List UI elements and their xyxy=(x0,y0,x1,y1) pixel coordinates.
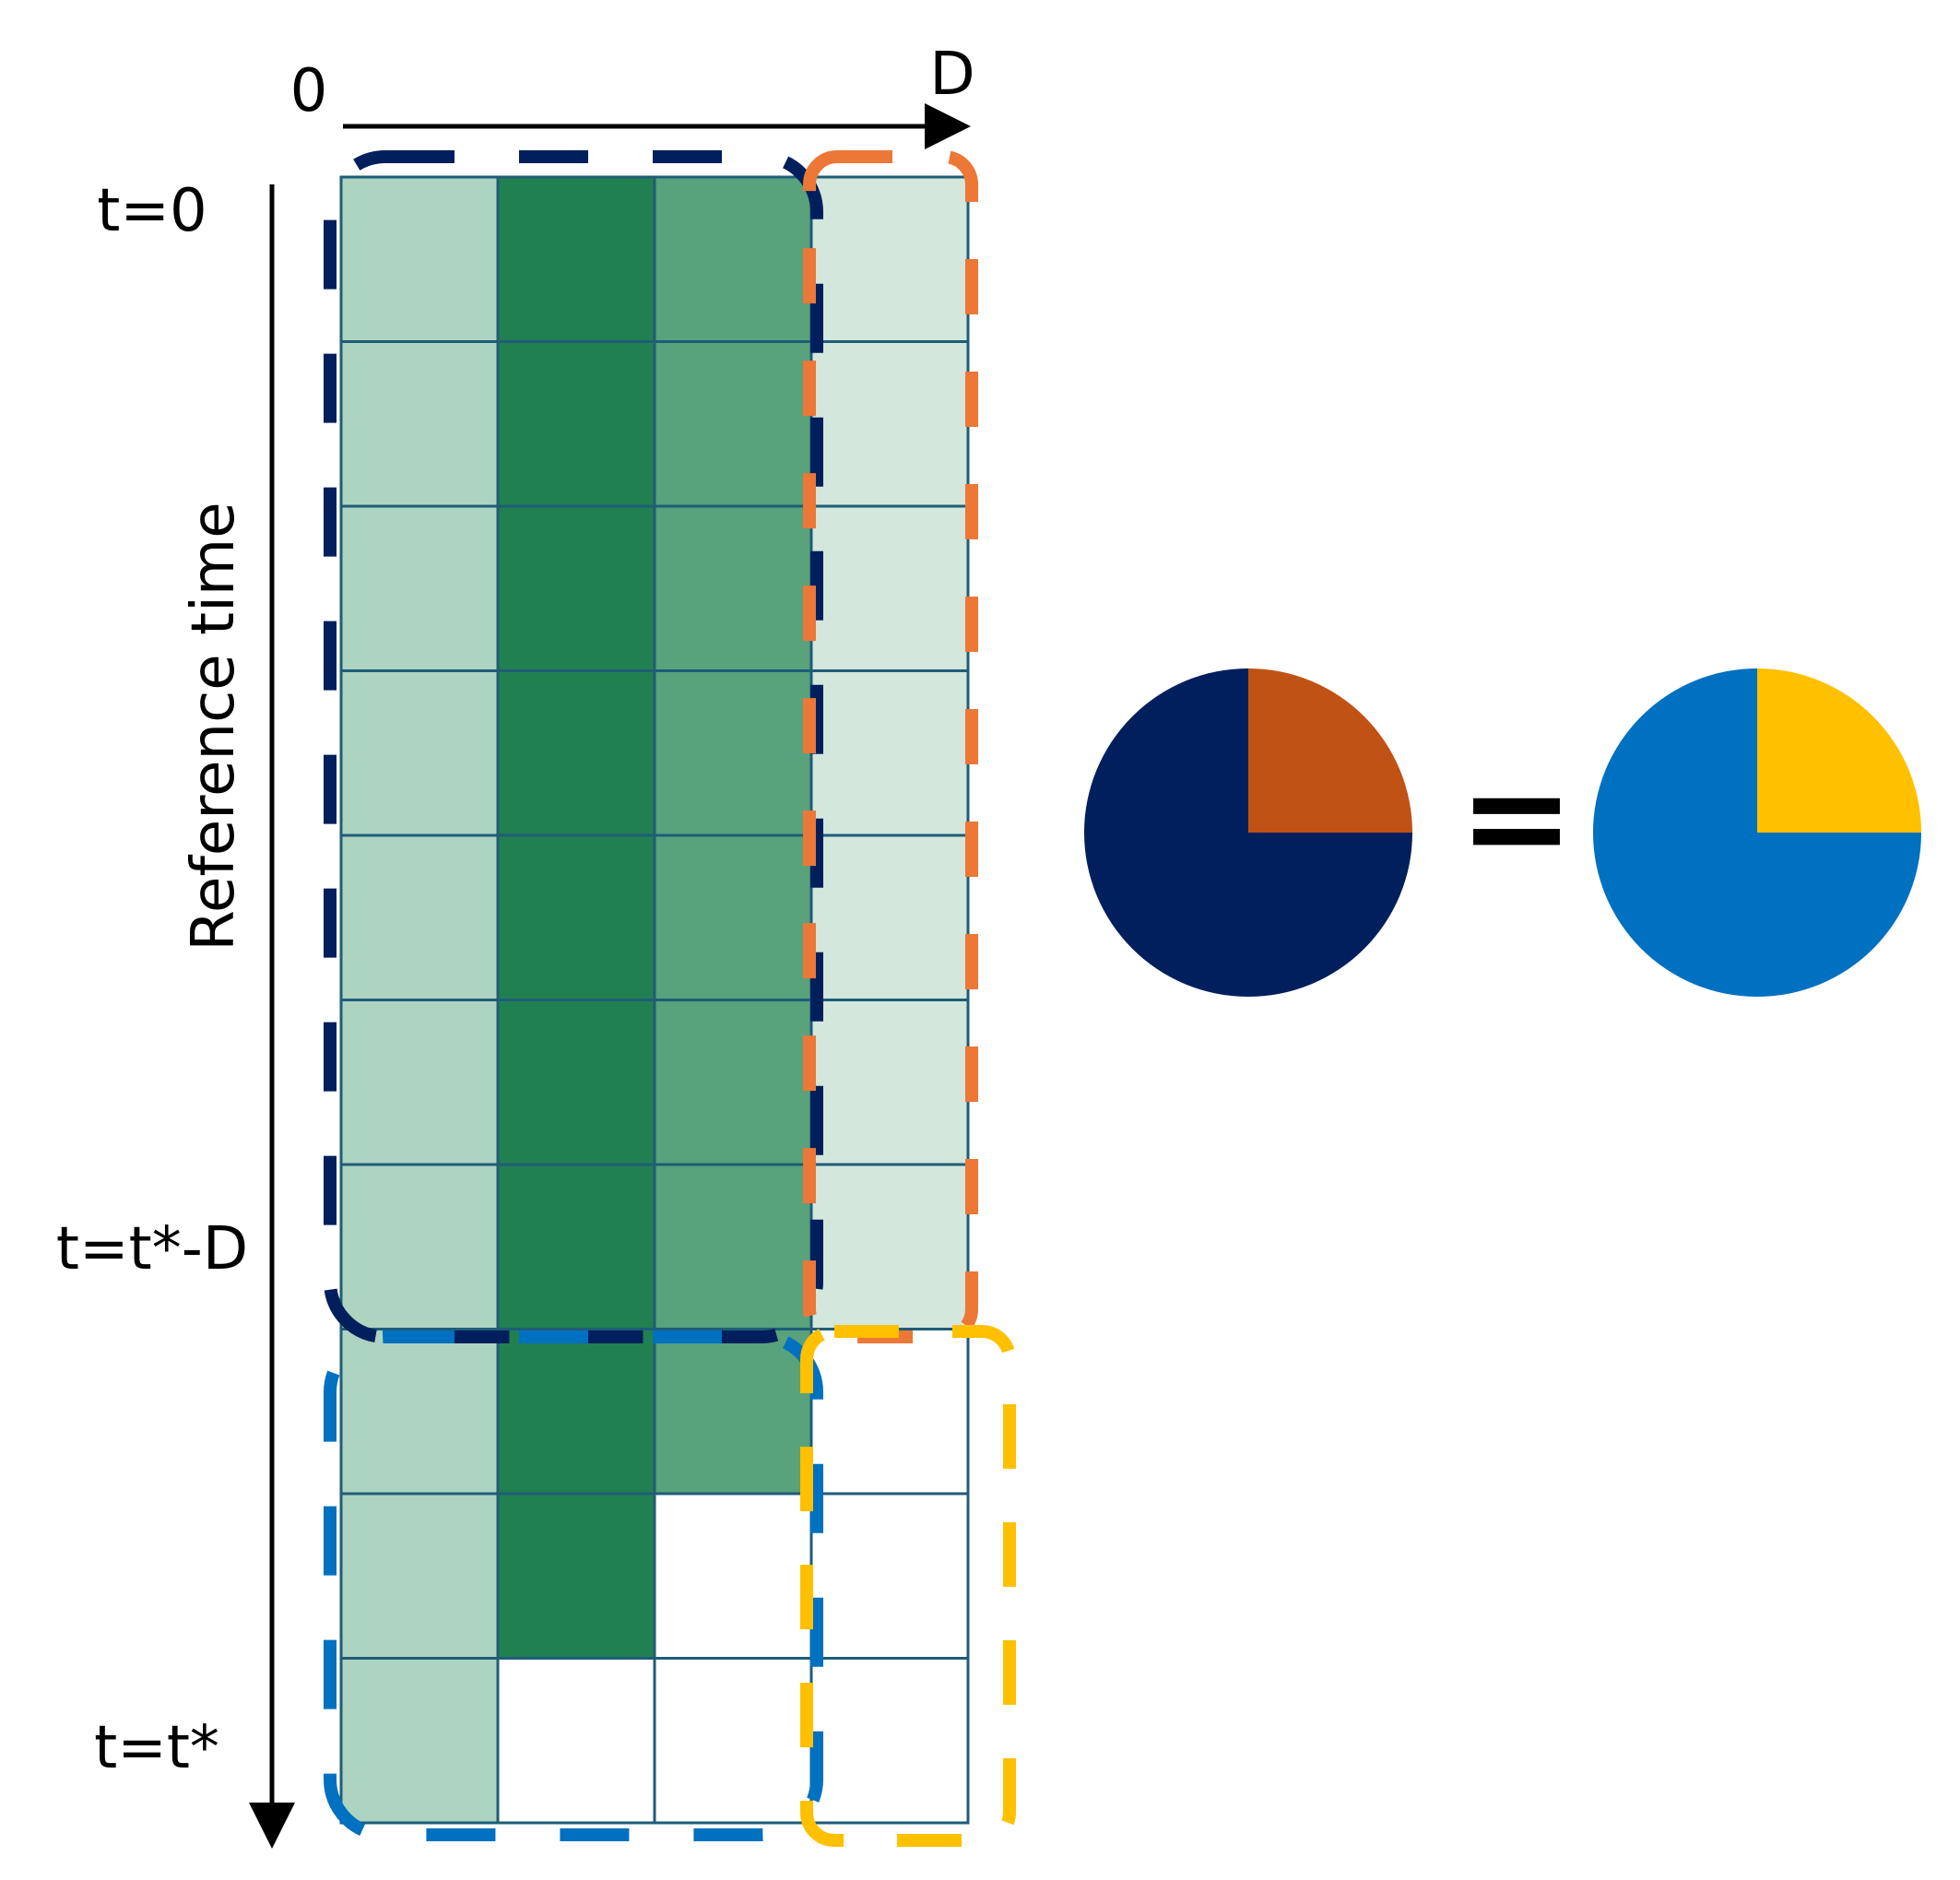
grid-cell-medium xyxy=(653,1163,813,1330)
tick-label-t0: t=0 xyxy=(97,177,207,245)
grid-cell-dark xyxy=(496,340,656,508)
blue-dashed-region xyxy=(324,1330,823,1841)
delay-axis-end-label: D xyxy=(929,41,974,109)
grid-cell-light xyxy=(339,669,500,837)
grid-cell-pale xyxy=(809,504,970,672)
tick-label-t-star: t=t* xyxy=(94,1714,219,1782)
grid-cell-dark xyxy=(496,1492,656,1660)
left-pie-slice-0 xyxy=(1248,668,1412,833)
grid-cell-empty xyxy=(653,1492,813,1660)
right-pie-slice-1 xyxy=(1593,668,1921,997)
grid-cell-light xyxy=(339,175,500,343)
grid-cell-medium xyxy=(653,340,813,508)
grid-cell-light xyxy=(339,340,500,508)
tick-label-t-star-minus-d: t=t*-D xyxy=(56,1215,248,1283)
right-pie-slice-0 xyxy=(1757,668,1921,833)
grid-cell-light xyxy=(339,834,500,1001)
grid-cell-medium xyxy=(653,834,813,1001)
grid-cell-pale xyxy=(809,999,970,1166)
grid-cell-dark xyxy=(496,1163,656,1330)
navy-dashed-region xyxy=(324,150,823,1343)
grid-cell-pale xyxy=(809,834,970,1001)
grid-cell-empty xyxy=(809,1657,970,1825)
grid-cell-pale xyxy=(809,175,970,343)
grid-cell-medium xyxy=(653,999,813,1166)
equals-sign: = xyxy=(1458,738,1575,898)
grid-cell-pale xyxy=(809,340,970,508)
grid-cell-light xyxy=(339,1328,500,1496)
yellow-dashed-region xyxy=(800,1325,1016,1847)
left-pie-chart xyxy=(1084,668,1412,997)
reference-time-axis-title: Reference time xyxy=(180,502,248,951)
grid-cell-light xyxy=(339,999,500,1166)
grid-cell-empty xyxy=(653,1657,813,1825)
grid-cell-medium xyxy=(653,504,813,672)
grid-cell-empty xyxy=(809,1492,970,1660)
grid-cell-empty xyxy=(809,1328,970,1496)
grid-cell-empty xyxy=(496,1657,656,1825)
grid-cell-light xyxy=(339,504,500,672)
grid-cell-light xyxy=(339,1657,500,1825)
grid-cell-medium xyxy=(653,669,813,837)
grid-cell-dark xyxy=(496,175,656,343)
grid-cell-light xyxy=(339,1163,500,1330)
grid-cell-medium xyxy=(653,1328,813,1496)
grid-cell-dark xyxy=(496,834,656,1001)
grid-cell-dark xyxy=(496,669,656,837)
reporting-triangle-grid xyxy=(339,175,970,1825)
grid-cell-dark xyxy=(496,504,656,672)
delay-axis-start-label: 0 xyxy=(290,57,328,125)
grid-cell-medium xyxy=(653,175,813,343)
grid-cell-pale xyxy=(809,669,970,837)
grid-cell-dark xyxy=(496,999,656,1166)
left-pie-slice-1 xyxy=(1084,668,1412,997)
right-pie-chart xyxy=(1593,668,1921,997)
grid-cell-light xyxy=(339,1492,500,1660)
grid-cell-pale xyxy=(809,1163,970,1330)
grid-cell-dark xyxy=(496,1328,656,1496)
